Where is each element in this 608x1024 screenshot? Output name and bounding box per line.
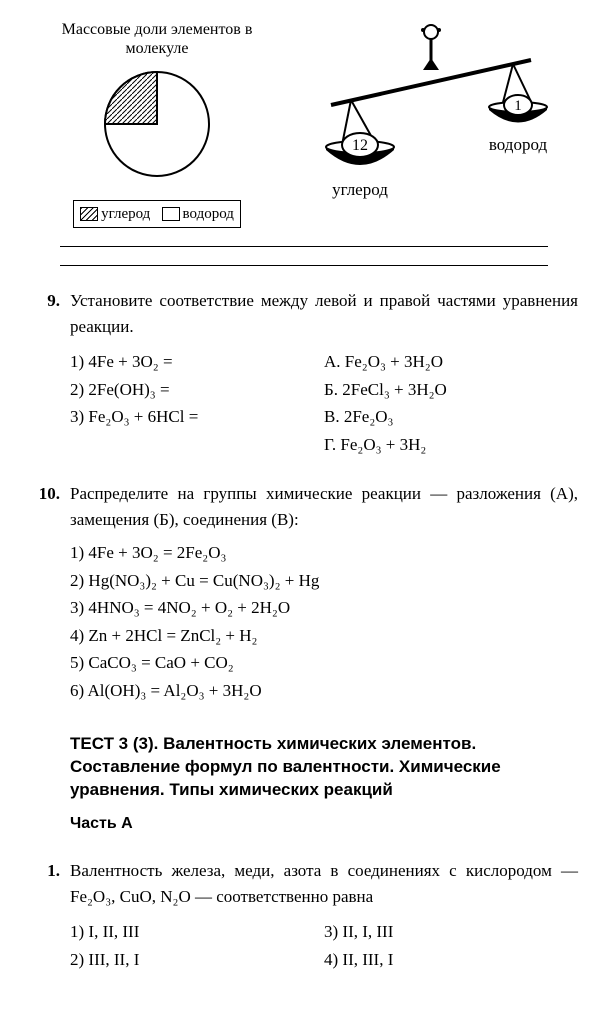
- legend-hydrogen: водород: [183, 206, 234, 222]
- q1-option: 3) II, I, III: [324, 919, 578, 945]
- pie-chart-block: Массовые доли элементов в молекуле углер…: [47, 20, 267, 228]
- question-9: 9. Установите соответствие между левой и…: [30, 288, 578, 459]
- test-heading: ТЕСТ 3 (3). Валентность химических элеме…: [70, 733, 578, 802]
- pie-legend: углерод водород: [73, 200, 241, 229]
- q9-right-item: Г. Fe₂O₃ + 3H₂: [324, 432, 578, 458]
- scale-right-label: водород: [489, 135, 548, 154]
- scale-left-value: 12: [352, 137, 368, 154]
- swatch-plain-icon: [162, 207, 180, 221]
- q9-right-item: В. 2Fe₂O₃: [324, 404, 578, 430]
- question-number: 9.: [30, 288, 70, 459]
- q9-left-item: 1) 4Fe + 3O₂ =: [70, 349, 324, 375]
- question-10: 10. Распределите на группы химические ре…: [30, 481, 578, 705]
- legend-carbon: углерод: [101, 206, 150, 222]
- answer-line-1: [60, 246, 548, 247]
- question-text: Валентность железа, меди, азота в соедин…: [70, 858, 578, 909]
- pie-title: Массовые доли элементов в молекуле: [47, 20, 267, 58]
- question-number: 10.: [30, 481, 70, 705]
- balance-scale-block: 12 1 водород углерод: [301, 20, 561, 228]
- q1-option: 1) I, II, III: [70, 919, 324, 945]
- part-a-label: Часть А: [70, 812, 578, 836]
- q1-option: 4) II, III, I: [324, 947, 578, 973]
- question-1: 1. Валентность железа, меди, азота в сое…: [30, 858, 578, 974]
- q1-option: 2) III, II, I: [70, 947, 324, 973]
- swatch-hatch-icon: [80, 207, 98, 221]
- answer-line-2: [60, 265, 548, 266]
- q9-right-column: А. Fe₂O₃ + 3H₂O Б. 2FeCl₃ + 3H₂O В. 2Fe₂…: [324, 347, 578, 459]
- q10-item: 4) Zn + 2HCl = ZnCl₂ + H₂: [70, 623, 578, 649]
- figure-row: Массовые доли элементов в молекуле углер…: [30, 20, 578, 228]
- q10-item: 2) Hg(NO₃)₂ + Cu = Cu(NO₃)₂ + Hg: [70, 568, 578, 594]
- scale-left-label: углерод: [332, 180, 388, 199]
- balance-scale-icon: 12 1 водород углерод: [301, 20, 561, 220]
- question-number: 1.: [30, 858, 70, 974]
- q10-item: 3) 4HNO₃ = 4NO₂ + O₂ + 2H₂O: [70, 595, 578, 621]
- question-text: Распределите на группы химические реакци…: [70, 481, 578, 532]
- q9-left-item: 3) Fe₂O₃ + 6HCl =: [70, 404, 324, 430]
- q9-right-item: А. Fe₂O₃ + 3H₂O: [324, 349, 578, 375]
- q9-left-item: 2) 2Fe(OH)₃ =: [70, 377, 324, 403]
- q10-item: 5) CaCO₃ = CaO + CO₂: [70, 650, 578, 676]
- pie-chart: [92, 64, 222, 184]
- scale-right-value: 1: [514, 98, 522, 114]
- q10-item: 1) 4Fe + 3O₂ = 2Fe₂O₃: [70, 540, 578, 566]
- question-text: Установите соответствие между левой и пр…: [70, 288, 578, 339]
- q10-item: 6) Al(OH)₃ = Al₂O₃ + 3H₂O: [70, 678, 578, 704]
- q9-right-item: Б. 2FeCl₃ + 3H₂O: [324, 377, 578, 403]
- q9-left-column: 1) 4Fe + 3O₂ = 2) 2Fe(OH)₃ = 3) Fe₂O₃ + …: [70, 347, 324, 459]
